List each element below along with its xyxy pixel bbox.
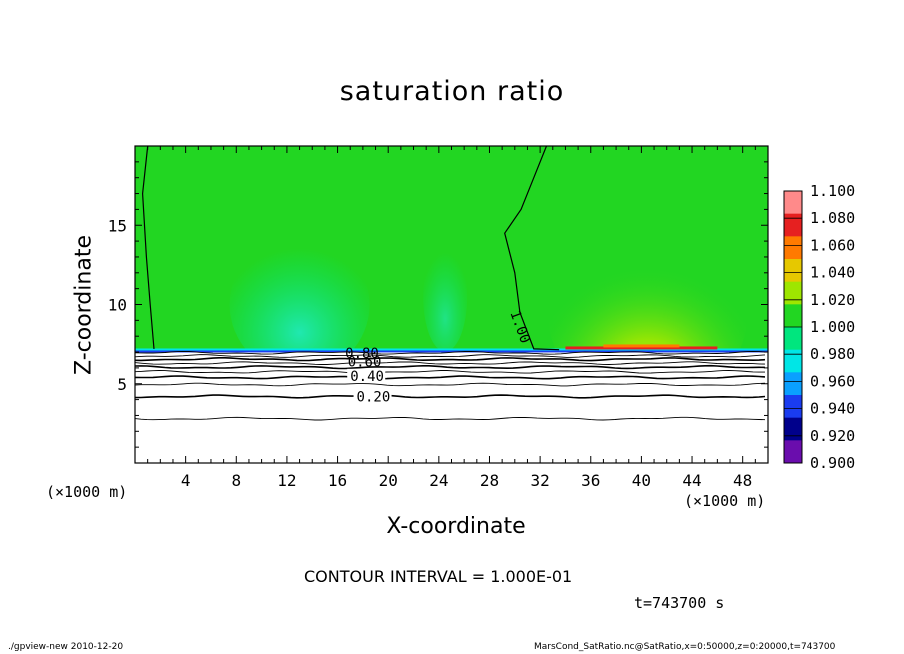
colorbar-swatch [784,281,802,305]
contour-line [134,416,766,421]
stable-layer [135,352,768,463]
colorbar-swatch [784,372,802,396]
x-tick-label: 8 [231,471,241,490]
y-axis-ticks: 5 10 15 [108,161,768,448]
footer-right: MarsCond_SatRatio.nc@SatRatio,x=0:50000,… [534,642,836,652]
contour-line [134,364,766,370]
colorbar-swatch [784,304,802,328]
x-tick-label: 12 [277,471,296,490]
boundary-band [603,344,680,348]
contour-label: 0.20 [357,389,391,405]
contour-lines [134,145,766,421]
colorbar-label: 0.960 [810,372,855,390]
contour-label-bg [347,368,386,382]
footer-left: ./gpview-new 2010-12-20 [8,642,124,652]
x-tick-label: 36 [581,471,600,490]
y-tick-label: 10 [108,296,127,315]
x-tick-label: 40 [632,471,651,490]
boundary-band [135,348,768,352]
contour-label: 0.60 [348,355,382,371]
chart-title: saturation ratio [339,76,565,107]
x-tick-label: 24 [429,471,448,490]
colorbar-label: 0.980 [810,345,855,363]
colorbar-label: 1.060 [810,236,855,254]
subsaturated-patch [229,234,370,375]
colorbar-swatch [784,191,802,215]
colorbar-swatch [784,395,802,419]
subsaturated-patch [423,241,468,352]
contour-line [134,394,766,399]
x-unit-label-right: (×1000 m) [684,492,766,510]
colorbar-label: 1.100 [810,182,855,200]
x-tick-label: 44 [682,471,701,490]
contour-interval-label: CONTOUR INTERVAL = 1.000E-01 [304,567,573,586]
contour-label-bg [353,389,392,403]
colorbar-label: 0.940 [810,400,855,418]
contour-label: 0.80 [345,346,379,362]
colorbar-label: 1.080 [810,209,855,227]
y-tick-label: 5 [117,375,127,394]
contour-line [134,361,766,365]
colorbar-swatch [784,327,802,351]
boundary-band [565,346,718,350]
colorbar-label: 0.900 [810,454,855,472]
x-tick-label: 16 [328,471,347,490]
contour-line-1-00 [141,145,155,349]
colorbar-swatch [784,417,802,441]
contour-line [134,354,766,358]
colorbar: 0.900 0.920 0.940 0.960 0.980 1.000 1.020 1.040… [783,182,855,472]
contour-line [134,370,765,374]
boundary-band [135,350,768,353]
x-tick-label: 48 [733,471,752,490]
saturation-field [135,146,768,463]
x-axis-ticks: 4 8 12 16 20 24 28 32 36 40 44 48 [147,146,756,490]
x-tick-label: 4 [181,471,191,490]
contour-line [134,357,766,362]
contour-line [134,382,766,387]
colorbar-swatch [784,213,802,237]
time-label: t=743700 s [634,594,725,612]
contour-line [134,375,766,380]
colorbar-swatch [784,440,802,464]
x-axis-label: X-coordinate [386,514,526,539]
colorbar-swatch [784,349,802,373]
contour-line-1-00 [504,145,560,351]
colorbar-label: 1.000 [810,318,855,336]
y-tick-label: 15 [108,216,127,235]
x-tick-label: 20 [379,471,398,490]
x-unit-label-left: (×1000 m) [46,483,128,501]
contour-label: 0.40 [350,369,384,385]
colorbar-label: 1.040 [810,264,855,282]
colorbar-swatch [784,236,802,260]
colorbar-label: 1.020 [810,291,855,309]
contour-line [134,351,766,355]
colorbar-label: 0.920 [810,427,855,445]
x-tick-label: 32 [530,471,549,490]
colorbar-swatch [784,259,802,283]
x-tick-label: 28 [480,471,499,490]
